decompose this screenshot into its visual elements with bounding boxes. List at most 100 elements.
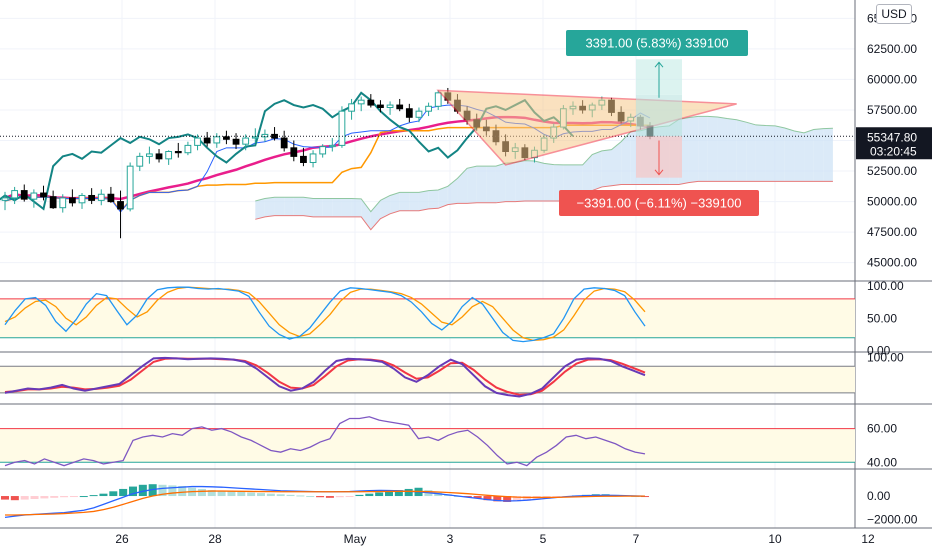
macd-histogram-50 [493, 496, 502, 502]
cloud-segment-6 [313, 198, 323, 217]
macd-histogram-24 [237, 491, 246, 497]
time-tick-5: 7 [633, 532, 640, 546]
macd-histogram-32 [316, 496, 325, 498]
candle-body-26 [251, 136, 259, 139]
stochastic-series-0 [4, 286, 646, 343]
price-tick-2: 60000.00 [867, 72, 917, 86]
candle-body-13 [126, 165, 134, 210]
candle-body-45 [434, 92, 442, 107]
cloud-segment-0 [255, 198, 265, 220]
candle-body-43 [415, 110, 423, 118]
cloud-segment-15 [399, 192, 410, 211]
stoch-rsi-series-0 [4, 356, 646, 398]
macd-histogram-1 [10, 496, 19, 501]
cloud-segment-2 [274, 197, 285, 216]
macd-histogram-29 [286, 494, 295, 497]
macd-histogram-34 [335, 496, 344, 498]
cloud-segment-7 [322, 198, 333, 217]
candle-body-15 [146, 153, 153, 157]
time-tick-0: 26 [115, 532, 129, 546]
price-tick-6: 50000.00 [867, 195, 917, 209]
cloud-segment-57 [804, 129, 814, 182]
cloud-segment-36 [601, 149, 612, 187]
macd-histogram-20 [197, 488, 206, 497]
time-tick-2: May [344, 532, 367, 546]
macd-histogram-11 [109, 491, 118, 497]
measure-down-label-text: −3391.00 (−6.11%) −339100 [577, 196, 742, 211]
macd-tick-0: 0.00 [867, 489, 891, 503]
macd-tick-1: −2000.00 [867, 513, 918, 527]
macd-histogram-8 [79, 496, 88, 498]
macd-histogram-2 [20, 496, 29, 500]
price-axes: 65000.0062500.0060000.0057500.0055000.00… [115, 11, 932, 546]
rsi-tick-0: 60.00 [867, 422, 897, 436]
macd-histogram-12 [119, 488, 128, 497]
candle-body-1 [11, 190, 19, 199]
cloud-segment-53 [765, 125, 776, 182]
indicator-panes [0, 0, 932, 529]
time-tick-6: 10 [768, 532, 782, 546]
candle-body-29 [280, 137, 288, 149]
cloud-segment-8 [332, 198, 342, 217]
candle-body-0 [1, 197, 9, 201]
cloud-segment-49 [727, 118, 737, 182]
candle-body-25 [242, 137, 250, 145]
macd-histogram-23 [227, 491, 236, 497]
macd-histogram-30 [296, 495, 305, 497]
macd-histogram-25 [247, 492, 256, 497]
time-tick-3: 3 [447, 532, 454, 546]
stochastic-series-1 [4, 286, 646, 341]
measure-up-label-bg [566, 30, 748, 56]
macd-histogram-36 [355, 494, 364, 497]
macd-histogram-49 [483, 496, 492, 501]
candle-body-42 [405, 108, 413, 118]
measure-up-arrowhead [654, 61, 664, 68]
candle-body-34 [328, 144, 336, 148]
cloud-segment-9 [341, 198, 352, 217]
senkou-span-a [255, 115, 833, 213]
senkou-span-b [255, 180, 833, 231]
macd-histogram-7 [69, 496, 78, 498]
measure-up-box [636, 94, 682, 137]
cloud-segment-11 [361, 198, 371, 230]
macd-signal-line [5, 490, 645, 516]
cloud-segment-51 [746, 122, 756, 182]
currency-label[interactable]: USD [876, 4, 912, 24]
cloud-segment-3 [284, 197, 294, 216]
cloud-segment-4 [293, 197, 304, 216]
cloud-segment-52 [755, 124, 766, 182]
candle-body-22 [213, 136, 221, 144]
macd-histogram-17 [168, 485, 177, 497]
measure-down-arrowhead [654, 169, 664, 176]
stochastic-tick-2: 0.00 [867, 344, 891, 358]
macd-histogram-27 [266, 493, 275, 497]
cloud-segment-56 [794, 131, 805, 182]
macd-histogram-31 [306, 496, 315, 498]
macd-histogram-10 [99, 493, 108, 497]
macd-histogram-4 [40, 496, 49, 499]
candle-body-9 [88, 194, 96, 201]
stochastic-tick-1: 50.00 [867, 311, 897, 325]
cloud-segment-1 [264, 197, 275, 217]
candle-body-6 [59, 197, 67, 209]
macd-histogram-33 [325, 496, 334, 498]
drawing-tools[interactable] [0, 59, 855, 178]
time-tick-1: 28 [208, 532, 222, 546]
macd-histogram-9 [89, 495, 98, 497]
macd-histogram-14 [138, 484, 147, 497]
cloud-segment-13 [380, 195, 391, 219]
candle-body-38 [367, 99, 375, 106]
candle-body-3 [30, 192, 38, 200]
measure-down-label: −3391.00 (−6.11%) −339100 [559, 190, 759, 216]
measure-up-label: 3391.00 (5.83%) 339100 [566, 30, 748, 56]
stoch-rsi-tick-0: 100.00 [867, 350, 904, 364]
price-tick-7: 47500.00 [867, 225, 917, 239]
cloud-segment-28 [524, 160, 535, 201]
candle-body-4 [40, 192, 47, 198]
stochastic-tick-0: 100.00 [867, 279, 904, 293]
cloud-segment-50 [736, 119, 747, 182]
macd-histogram-21 [207, 490, 216, 497]
cloud-segment-25 [495, 163, 506, 203]
chikou-span [0, 91, 574, 211]
